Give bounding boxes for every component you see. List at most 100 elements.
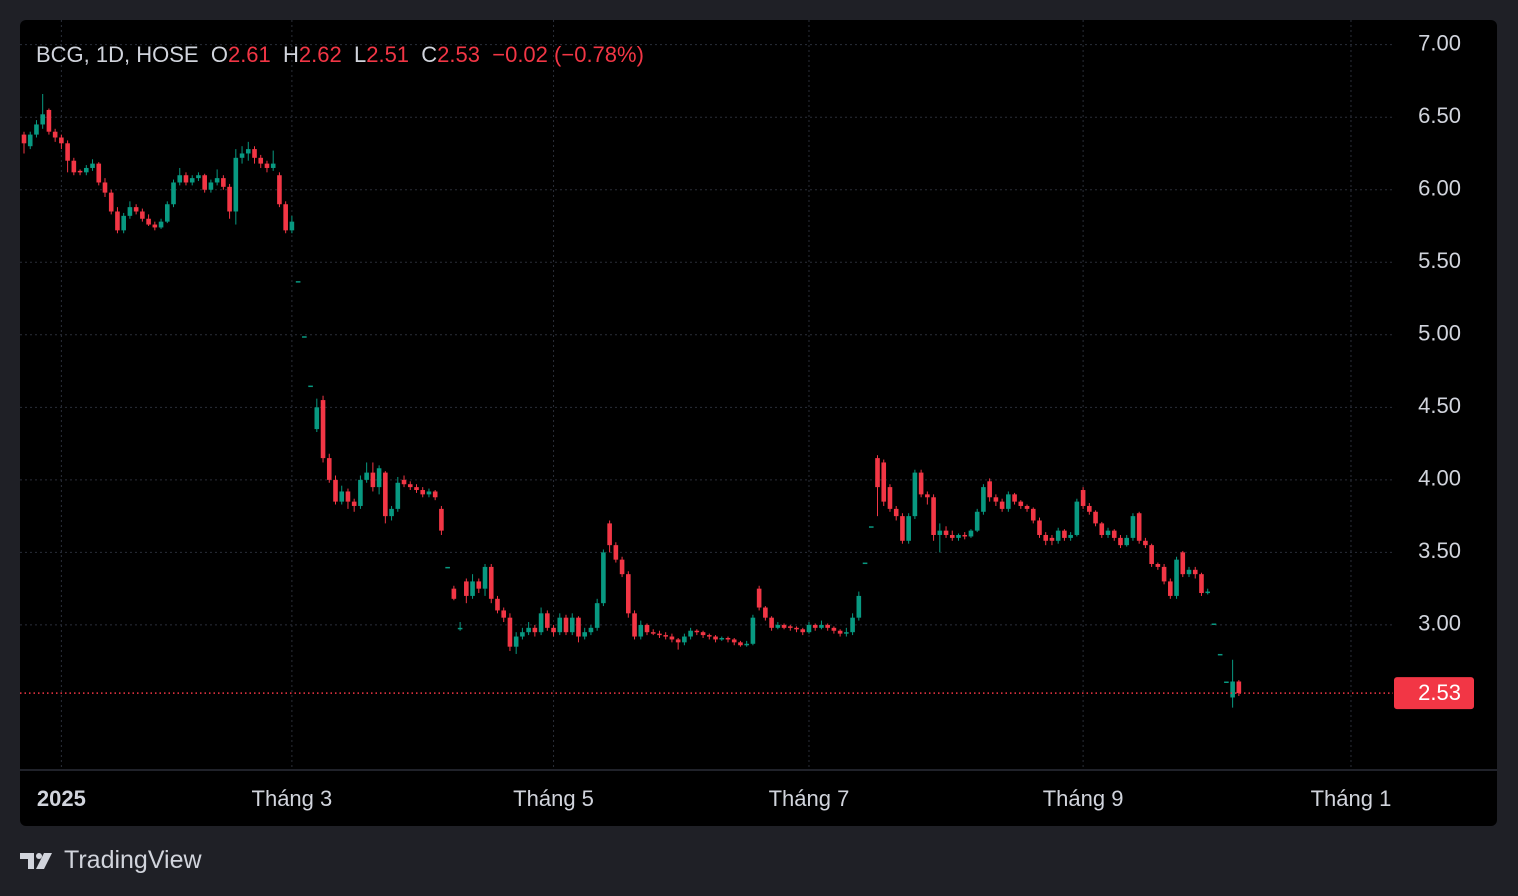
candle-body bbox=[1230, 681, 1235, 698]
candle-body bbox=[1030, 508, 1036, 521]
candle-body bbox=[252, 149, 257, 158]
candle-body bbox=[77, 170, 83, 173]
candle-body bbox=[682, 636, 687, 643]
candle-body bbox=[513, 636, 519, 647]
candle-body bbox=[146, 218, 151, 225]
candle-body bbox=[868, 526, 874, 528]
candle-body bbox=[171, 182, 176, 205]
candle-body bbox=[414, 487, 419, 491]
candle-body bbox=[470, 581, 475, 596]
candle-body bbox=[1055, 530, 1061, 541]
candle-body bbox=[464, 581, 469, 596]
candle-body bbox=[1049, 537, 1055, 541]
candle-body bbox=[432, 491, 438, 498]
candle-body bbox=[102, 182, 108, 193]
candle-body bbox=[862, 562, 868, 565]
candle-body bbox=[389, 508, 394, 517]
candle-body bbox=[1143, 540, 1148, 546]
candle-body bbox=[1043, 534, 1049, 541]
candle-body bbox=[918, 472, 924, 495]
candle-body bbox=[526, 627, 531, 633]
candle-body bbox=[333, 479, 338, 502]
candle-body bbox=[115, 211, 120, 231]
candle-body bbox=[71, 160, 77, 173]
brand-name: TradingView bbox=[64, 846, 202, 874]
candle-body bbox=[819, 624, 824, 628]
candle-body bbox=[233, 157, 239, 212]
candle-body bbox=[164, 204, 170, 222]
candle-body bbox=[21, 134, 27, 144]
candle-body bbox=[956, 534, 961, 538]
candle-body bbox=[1217, 653, 1223, 656]
candle-body bbox=[675, 639, 681, 643]
candle-body bbox=[1192, 569, 1198, 575]
candle-body bbox=[850, 617, 855, 633]
candle-body bbox=[806, 624, 812, 633]
brand[interactable]: TradingView bbox=[20, 846, 202, 875]
high-value: 2.62 bbox=[298, 42, 342, 67]
candle-body bbox=[756, 588, 762, 608]
open-label: O bbox=[210, 42, 228, 67]
candle-body bbox=[949, 534, 955, 538]
price-tag-label: 2.53 bbox=[1418, 680, 1461, 705]
candle-body bbox=[557, 617, 563, 633]
candle-body bbox=[781, 624, 787, 628]
y-tick-label: 4.50 bbox=[1418, 393, 1461, 418]
candle-body bbox=[214, 178, 220, 183]
candle-body bbox=[1037, 520, 1042, 535]
candle-body bbox=[52, 131, 58, 138]
candle-body bbox=[65, 143, 70, 161]
candle-body bbox=[376, 468, 382, 488]
candle-body bbox=[221, 178, 226, 187]
candle-body bbox=[314, 407, 320, 430]
candle-body bbox=[476, 581, 482, 589]
candle-body bbox=[121, 215, 126, 231]
candle-body bbox=[744, 643, 749, 646]
candle-body bbox=[569, 617, 575, 633]
candle-body bbox=[887, 487, 893, 509]
candle-body bbox=[1199, 574, 1204, 594]
candle-body bbox=[1174, 559, 1179, 596]
candle-body bbox=[264, 163, 270, 168]
candle-body bbox=[1024, 505, 1030, 509]
candle-body bbox=[1006, 494, 1011, 509]
close-label: C bbox=[421, 42, 438, 67]
x-tick-label: Tháng 1 bbox=[1311, 786, 1392, 811]
candle-body bbox=[669, 636, 675, 640]
candle-body bbox=[582, 632, 587, 637]
candle-body bbox=[719, 637, 725, 640]
candle-body bbox=[189, 178, 195, 183]
candle-body bbox=[931, 497, 936, 535]
legend: BCG, 1D, HOSE O2.61 H2.62 L2.51 C2.53 −0… bbox=[36, 42, 644, 68]
candle-body bbox=[401, 479, 407, 485]
candle-body bbox=[663, 635, 668, 637]
candle-body bbox=[283, 204, 288, 231]
candle-body bbox=[1168, 581, 1173, 596]
candle-body bbox=[245, 149, 251, 154]
candle-body bbox=[59, 137, 64, 144]
candle-body bbox=[731, 639, 737, 643]
candle-body bbox=[270, 163, 276, 168]
candle-body bbox=[700, 632, 706, 636]
symbol: BCG, 1D, HOSE bbox=[36, 42, 199, 67]
candle-body bbox=[302, 336, 307, 338]
candle-body bbox=[601, 552, 606, 604]
candle-body bbox=[794, 627, 799, 630]
candle-body bbox=[981, 487, 986, 512]
candle-body bbox=[40, 114, 45, 125]
candle-body bbox=[507, 617, 513, 647]
candle-body bbox=[644, 624, 650, 633]
y-tick-label: 7.00 bbox=[1418, 30, 1461, 55]
candle-body bbox=[650, 632, 656, 634]
candle-body bbox=[738, 642, 743, 646]
candle-body bbox=[520, 632, 525, 637]
candle-body bbox=[208, 182, 214, 190]
candle-body bbox=[1068, 534, 1073, 538]
candle-body bbox=[1118, 537, 1123, 546]
candle-body bbox=[1211, 623, 1217, 625]
candle-body bbox=[326, 458, 332, 480]
candle-body bbox=[694, 630, 700, 633]
candle-body bbox=[844, 632, 849, 634]
candle-body bbox=[893, 508, 899, 517]
